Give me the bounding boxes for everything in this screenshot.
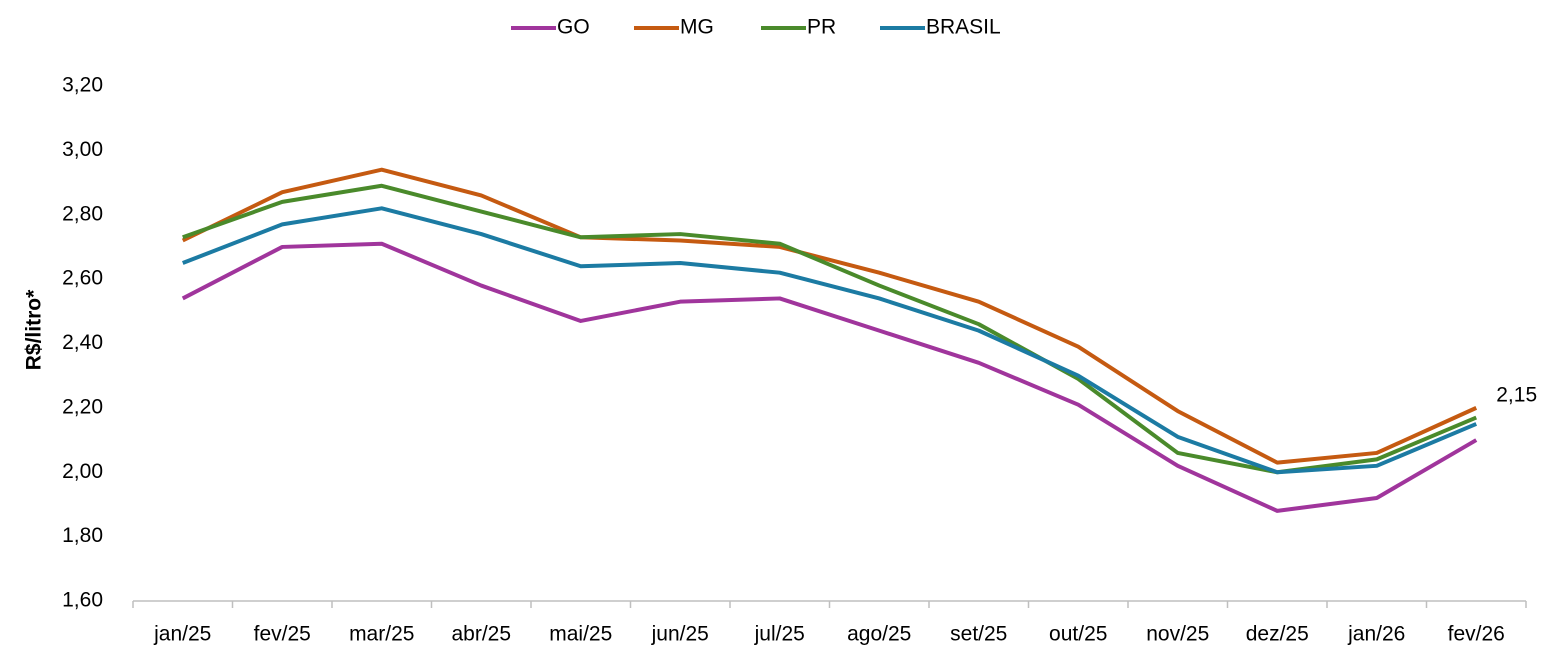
y-tick-label: 2,40 bbox=[62, 331, 103, 354]
x-tick-label: abr/25 bbox=[451, 623, 511, 646]
line bbox=[181, 167, 1478, 465]
y-tick-label: 2,20 bbox=[62, 395, 103, 418]
data-label: 2,15 bbox=[1496, 384, 1537, 407]
legend-label: GO bbox=[557, 16, 590, 39]
x-tick-label: jul/25 bbox=[754, 623, 805, 646]
y-tick-label: 3,00 bbox=[62, 138, 103, 161]
y-tick-label: 3,20 bbox=[62, 74, 103, 97]
x-tick-label: dez/25 bbox=[1246, 623, 1309, 646]
x-tick-label: set/25 bbox=[950, 623, 1007, 646]
legend-label: MG bbox=[680, 16, 714, 39]
legend-label: BRASIL bbox=[926, 16, 1001, 39]
x-tick-label: jan/25 bbox=[153, 623, 211, 646]
x-tick-label: mai/25 bbox=[549, 623, 612, 646]
line bbox=[182, 183, 1478, 475]
y-tick-label: 2,80 bbox=[62, 202, 103, 225]
line bbox=[182, 206, 1478, 475]
x-tick-label: nov/25 bbox=[1146, 623, 1209, 646]
x-tick-label: fev/26 bbox=[1448, 623, 1505, 646]
y-tick-label: 1,60 bbox=[62, 589, 103, 612]
y-tick-label: 1,80 bbox=[62, 524, 103, 547]
legend-label: PR bbox=[807, 16, 836, 39]
x-tick-label: jan/26 bbox=[1347, 623, 1405, 646]
x-tick-label: mar/25 bbox=[349, 623, 414, 646]
x-tick-label: fev/25 bbox=[254, 623, 311, 646]
x-tick-label: ago/25 bbox=[847, 623, 911, 646]
x-tick-label: out/25 bbox=[1049, 623, 1107, 646]
y-tick-label: 2,00 bbox=[62, 460, 103, 483]
x-tick-label: jun/25 bbox=[651, 623, 709, 646]
y-tick-label: 2,60 bbox=[62, 267, 103, 290]
line bbox=[181, 241, 1478, 513]
y-axis-title: R$/litro* bbox=[23, 289, 46, 370]
